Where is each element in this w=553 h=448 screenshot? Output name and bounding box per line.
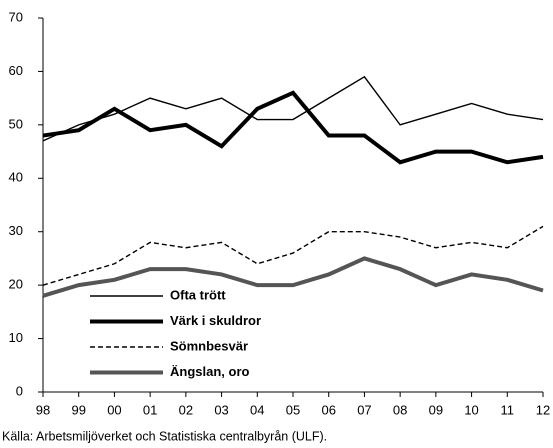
x-tick-label: 06 xyxy=(321,402,335,417)
legend-label: Ängslan, oro xyxy=(170,364,250,379)
series-line xyxy=(42,90,544,165)
legend-label: Ofta trött xyxy=(170,287,226,302)
y-tick-label: 60 xyxy=(9,63,23,78)
x-tick-label: 99 xyxy=(71,402,85,417)
y-tick-label: 30 xyxy=(9,223,23,238)
series-line xyxy=(42,225,544,286)
x-tick-label: 09 xyxy=(429,402,443,417)
x-tick-label: 10 xyxy=(464,402,478,417)
y-tick-label: 50 xyxy=(9,116,23,131)
x-tick-label: 00 xyxy=(107,402,121,417)
source-note: Källa: Arbetsmiljöverket och Statistiska… xyxy=(2,429,327,443)
y-tick-label: 70 xyxy=(9,9,23,24)
y-tick-label: 0 xyxy=(16,383,23,398)
y-tick-label: 10 xyxy=(9,330,23,345)
x-tick-label: 12 xyxy=(536,402,550,417)
x-tick-label: 07 xyxy=(357,402,371,417)
x-tick-label: 01 xyxy=(143,402,157,417)
x-tick-label: 11 xyxy=(501,402,515,417)
x-tick-label: 05 xyxy=(286,402,300,417)
y-tick-label: 40 xyxy=(9,170,23,185)
x-tick-label: 02 xyxy=(179,402,193,417)
series-line xyxy=(42,75,544,142)
x-tick-label: 08 xyxy=(393,402,407,417)
legend-label: Sömnbesvär xyxy=(170,338,248,353)
x-tick-label: 98 xyxy=(36,402,50,417)
legend-label: Värk i skuldror xyxy=(170,313,261,328)
x-tick-label: 04 xyxy=(250,402,264,417)
y-tick-label: 20 xyxy=(9,277,23,292)
series-line xyxy=(42,256,544,298)
x-tick-label: 03 xyxy=(214,402,228,417)
